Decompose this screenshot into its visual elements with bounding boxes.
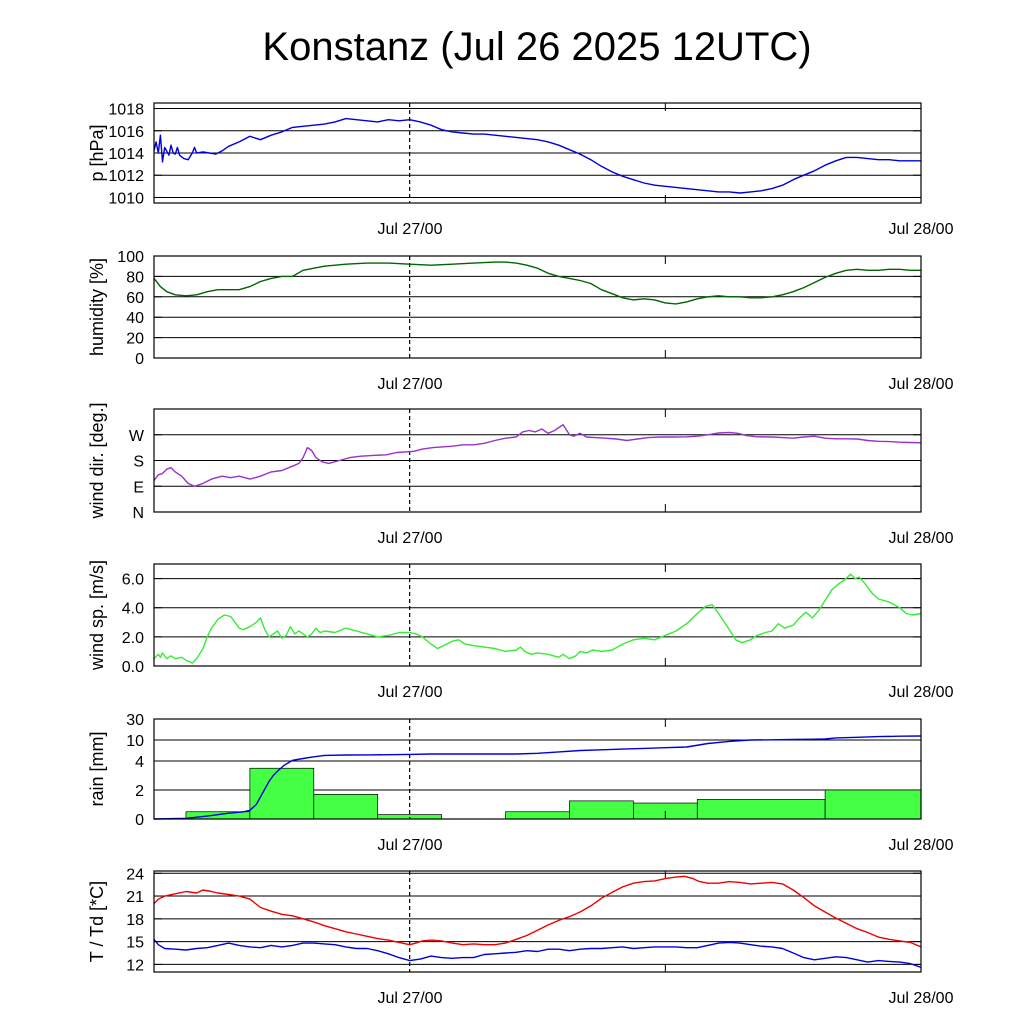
y-tick-label: 1012 [108, 168, 144, 185]
rain-bar [505, 811, 570, 820]
y-tick-label: 0 [135, 351, 144, 368]
x-tick-label: Jul 28/00 [889, 684, 954, 701]
y-tick-label: 40 [126, 310, 144, 327]
panel-4: 0.0 2.0 4.0 6.0 Jul 27/00 Jul 28/00 wind sp. [… [87, 560, 954, 701]
y-axis-label: T / Td [*C] [87, 881, 107, 962]
series-line-1 [153, 875, 922, 948]
y-tick-label: 80 [126, 269, 144, 286]
y-tick-label: 1010 [108, 190, 144, 207]
y-tick-label: 24 [126, 866, 144, 883]
y-axis-label: humidity [%] [87, 258, 107, 356]
y-tick-label: 4 [135, 754, 144, 771]
rain-bar [313, 793, 379, 820]
plot-frame [153, 408, 922, 513]
chart-title: Konstanz (Jul 26 2025 12UTC) [262, 25, 811, 69]
y-tick-label: 2.0 [122, 630, 144, 647]
plot-frame [153, 102, 922, 204]
series-line-1 [153, 117, 921, 194]
y-tick-label: 20 [126, 331, 144, 348]
y-tick-label: 60 [126, 290, 144, 307]
series-line-1 [153, 424, 922, 487]
x-tick-label: Jul 27/00 [378, 837, 443, 854]
x-tick-label: Jul 27/00 [378, 990, 443, 1007]
x-tick-label: Jul 28/00 [889, 376, 954, 393]
rain-bar [824, 789, 922, 820]
y-tick-label: 0.0 [122, 659, 144, 676]
y-tick-label: 4.0 [122, 601, 144, 618]
y-tick-label: S [133, 454, 144, 471]
y-tick-label: 1014 [108, 146, 144, 163]
x-tick-label: Jul 28/00 [889, 837, 954, 854]
y-tick-label: 0 [135, 812, 144, 829]
y-axis-label: rain [mm] [87, 731, 107, 806]
y-tick-label: 1016 [108, 124, 144, 141]
y-tick-label: 12 [126, 957, 144, 974]
y-tick-label: E [133, 479, 144, 496]
x-tick-label: Jul 28/00 [889, 221, 954, 238]
plot-frame [153, 563, 922, 667]
y-tick-label: 21 [126, 889, 144, 906]
y-tick-label: 30 [126, 712, 144, 729]
panel-1: 1010 1012 1014 1016 1018 Jul 27/00 Jul 28/00 p … [87, 102, 954, 238]
y-tick-label: 2 [135, 783, 144, 800]
y-tick-label: 15 [126, 935, 144, 952]
y-tick-label: 10 [126, 733, 144, 750]
y-tick-label: 6.0 [122, 572, 144, 589]
x-tick-label: Jul 27/00 [378, 376, 443, 393]
plot-frame [153, 255, 922, 359]
panel-6: 12 15 18 21 24 Jul 27/00 Jul 28/00 T / Td [*C] [87, 866, 954, 1007]
panel-5: 0 2 4 10 30 Jul 27/00 Jul 28/00 rain [mm] [87, 712, 954, 854]
rain-bar [569, 800, 634, 820]
y-axis-label: wind sp. [m/s] [87, 560, 107, 671]
y-axis-label: p [hPa] [87, 124, 107, 181]
x-tick-label: Jul 27/00 [378, 221, 443, 238]
series-line-1 [153, 261, 921, 305]
rain-bar [249, 767, 315, 820]
x-tick-label: Jul 27/00 [378, 684, 443, 701]
x-tick-label: Jul 27/00 [378, 530, 443, 547]
panel-2: 0 20 40 60 80 100 Jul 27/00 Jul 28/00 humidity [… [87, 249, 954, 393]
plot-frame [153, 870, 922, 973]
plot-frame [153, 718, 922, 820]
y-axis-label: wind dir. [deg.] [87, 402, 107, 519]
y-tick-label: 18 [126, 912, 144, 929]
y-tick-label: W [129, 428, 145, 445]
x-tick-label: Jul 28/00 [889, 990, 954, 1007]
y-tick-label: 100 [117, 249, 144, 266]
x-tick-label: Jul 28/00 [889, 530, 954, 547]
y-tick-label: N [132, 505, 144, 522]
rain-bar [696, 799, 826, 820]
series-line-1 [153, 735, 922, 820]
y-tick-label: 1018 [108, 102, 144, 119]
series-line-1 [153, 573, 922, 664]
series-line-2 [153, 938, 922, 969]
